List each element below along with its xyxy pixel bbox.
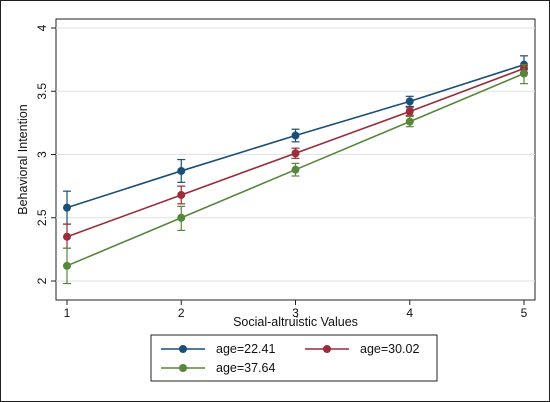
data-point [63, 261, 71, 270]
data-point [63, 203, 71, 212]
data-point [177, 213, 186, 222]
legend-swatch-marker [179, 364, 187, 372]
y-tick-label: 2 [35, 277, 49, 284]
grid [56, 27, 535, 282]
legend-label: age=30.02 [360, 342, 419, 356]
legend-item: age=37.64 [161, 361, 275, 375]
x-tick-label: 2 [178, 306, 185, 320]
data-point [405, 117, 414, 126]
data-point [291, 131, 300, 140]
legend-swatch-marker [323, 345, 331, 353]
data-point [520, 69, 528, 78]
series-3 [63, 64, 528, 285]
plot-area [55, 18, 536, 301]
legend-swatch-marker [179, 345, 187, 353]
data-point [291, 149, 300, 158]
data-point [63, 232, 71, 241]
data-point [405, 97, 414, 106]
data-point [291, 165, 300, 174]
legend: age=22.41 age=30.02 age=37.64 [150, 334, 438, 382]
data-point [405, 107, 414, 116]
y-tick-label: 3 [35, 151, 49, 158]
y-axis-title: Behavioral Intention [16, 104, 30, 215]
data-point [177, 166, 186, 175]
axes: 2 2.5 3 3.5 4 1 2 3 4 5 [35, 24, 528, 320]
series-layer [63, 55, 528, 285]
legend-box [150, 334, 438, 382]
x-tick-label: 5 [521, 306, 528, 320]
legend-item: age=30.02 [305, 342, 419, 356]
x-tick-label: 4 [406, 306, 413, 320]
y-tick-label: 3.5 [35, 83, 49, 100]
y-tick-label: 4 [35, 24, 49, 31]
legend-item: age=22.41 [161, 342, 275, 356]
y-tick-label: 2.5 [35, 209, 49, 226]
x-tick-label: 3 [292, 306, 299, 320]
legend-label: age=37.64 [216, 361, 275, 375]
x-axis-title: Social-altruistic Values [233, 315, 358, 329]
x-tick-label: 1 [64, 306, 71, 320]
data-point [177, 190, 186, 199]
legend-label: age=22.41 [216, 342, 275, 356]
